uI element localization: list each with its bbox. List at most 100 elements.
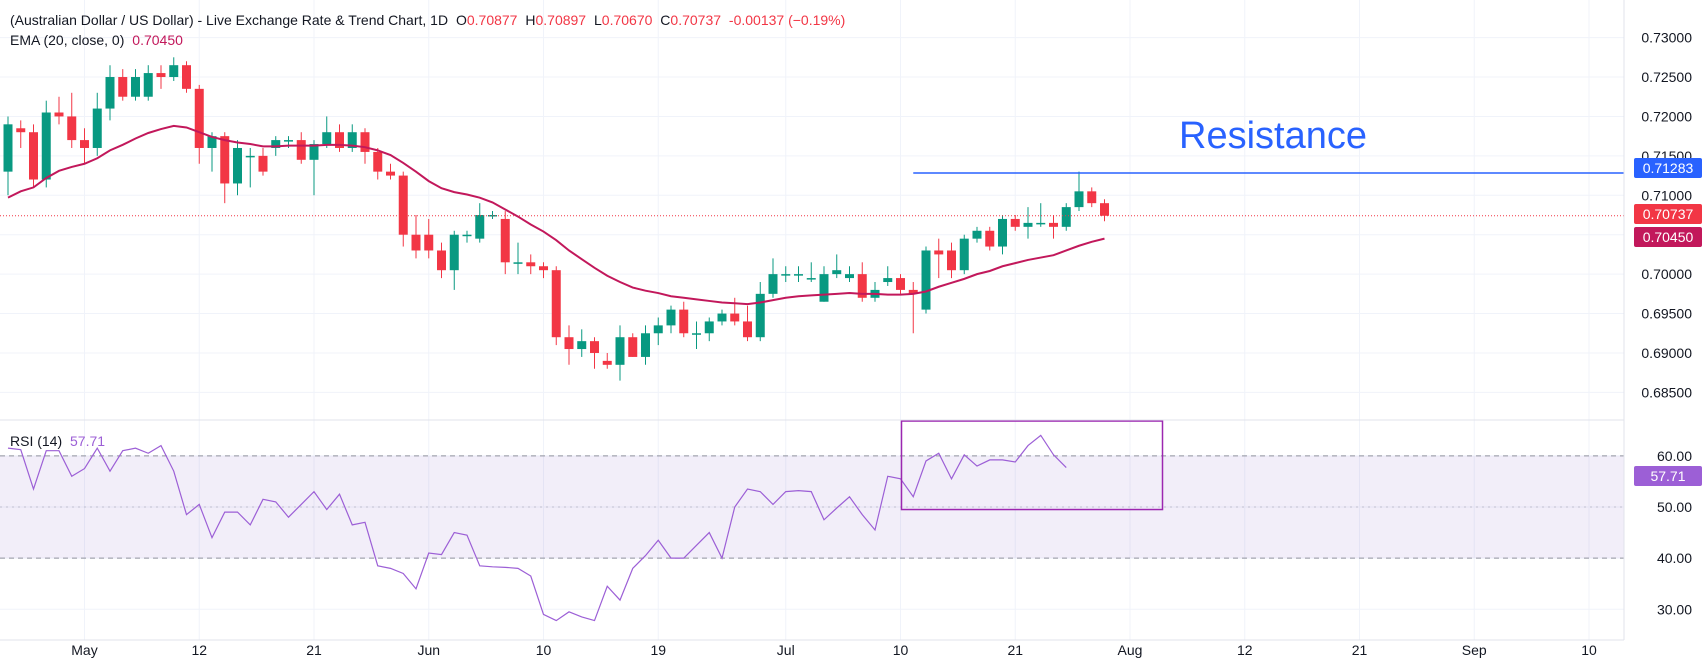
time-tick-label: Jul [777, 642, 795, 658]
time-tick-label: 19 [650, 642, 666, 658]
candle-body [16, 128, 26, 133]
rsi-series [7, 434, 1067, 622]
rsi-band [0, 455, 1624, 559]
candle-body [692, 333, 701, 335]
time-tick-label: 12 [1237, 642, 1253, 658]
candle-body [449, 234, 459, 271]
candle-body [118, 77, 128, 97]
candle-body [832, 270, 842, 275]
symbol-legend: (Australian Dollar / US Dollar) - Live E… [10, 12, 849, 28]
low-value: 0.70670 [601, 12, 653, 28]
rsi-line [7, 434, 1067, 622]
candle-body [398, 175, 408, 235]
candle-body [641, 333, 650, 357]
price-tick-label: 0.73000 [1641, 30, 1692, 46]
candle-body [513, 262, 523, 264]
rsi-legend: RSI (14) 57.71 [10, 433, 109, 449]
candle-body [1036, 222, 1046, 225]
candle-body [475, 215, 485, 239]
candle-body [424, 234, 434, 251]
candle-body [845, 274, 854, 279]
candle-body [1023, 222, 1033, 227]
price-tick-label: 0.70000 [1641, 266, 1692, 282]
candle-body [29, 132, 38, 180]
candle-body [717, 313, 727, 322]
time-tick-label: Jun [417, 642, 440, 658]
candle-body [1074, 191, 1084, 208]
candle-body [245, 155, 255, 158]
candle-body [934, 250, 944, 255]
candle-body [373, 151, 383, 172]
candle-body [67, 116, 77, 141]
candle-body [679, 309, 689, 334]
candle-body [1061, 207, 1071, 227]
candle-body [309, 144, 319, 160]
rsi-tick-label: 60.00 [1657, 448, 1692, 464]
price-tick-label: 0.72500 [1641, 69, 1692, 85]
candle-body [386, 171, 395, 176]
symbol-title: (Australian Dollar / US Dollar) - Live E… [10, 12, 449, 28]
close-value: 0.70737 [670, 12, 722, 28]
candle-body [972, 230, 982, 239]
annotations: Resistance [900, 115, 1624, 511]
candle-body [92, 108, 102, 148]
candlesticks [0, 57, 1624, 381]
time-tick-label: Aug [1118, 642, 1143, 658]
rsi-price-label: 57.71 [1634, 466, 1702, 486]
candle-body [985, 230, 995, 247]
candle-body [131, 77, 140, 97]
candle-body [360, 132, 370, 152]
rsi-label: RSI (14) [10, 433, 63, 449]
high-label: H [525, 12, 536, 28]
candle-body [998, 218, 1007, 247]
rsi-tick-label: 50.00 [1657, 499, 1692, 515]
candle-body [1049, 222, 1058, 227]
candle-body [730, 313, 740, 322]
candle-body [207, 136, 217, 148]
time-tick-label: 21 [1352, 642, 1368, 658]
candle-body [602, 360, 612, 365]
candle-body [1010, 218, 1020, 227]
ema-value: 0.70450 [132, 32, 183, 48]
candle-body [564, 337, 574, 350]
ema-legend: EMA (20, close, 0) 0.70450 [10, 32, 187, 48]
candle-body [296, 140, 306, 160]
candle-body [169, 65, 179, 78]
candle-body [819, 274, 829, 302]
rsi-tick-label: 30.00 [1657, 601, 1692, 617]
candle-body [194, 88, 204, 148]
ema-series [7, 124, 1105, 306]
candle-body [3, 124, 13, 172]
candle-body [755, 293, 765, 338]
candle-body [908, 289, 918, 294]
candle-body [526, 262, 536, 267]
time-tick-label: 21 [306, 642, 322, 658]
candle-body [258, 155, 268, 172]
resistance-label: Resistance [1179, 115, 1367, 157]
candle-body [1100, 203, 1109, 216]
candle-body [539, 266, 548, 271]
candle-body [233, 147, 242, 184]
candle-body [437, 250, 446, 271]
candle-body [768, 274, 778, 294]
open-value: 0.70877 [466, 12, 518, 28]
price-tick-label: 0.72000 [1641, 108, 1692, 124]
price-tick-label: 0.69500 [1641, 306, 1692, 322]
candle-body [947, 250, 956, 271]
time-tick-label: 21 [1007, 642, 1023, 658]
time-tick-label: Sep [1462, 642, 1487, 658]
candle-body [704, 321, 714, 334]
time-tick-label: May [71, 642, 97, 658]
time-tick-label: 10 [536, 642, 552, 658]
rsi-tick-label: 40.00 [1657, 550, 1692, 566]
resistance-price-label: 0.71283 [1634, 158, 1702, 178]
candle-body [896, 278, 905, 290]
candle-body [143, 73, 153, 97]
last-price-label: 0.70737 [1634, 204, 1702, 224]
high-value: 0.70897 [535, 12, 587, 28]
price-tick-label: 0.71000 [1641, 187, 1692, 203]
ema-price-label: 0.70450 [1634, 227, 1702, 247]
candle-body [743, 321, 752, 338]
ema-label: EMA (20, close, 0) [10, 32, 125, 48]
